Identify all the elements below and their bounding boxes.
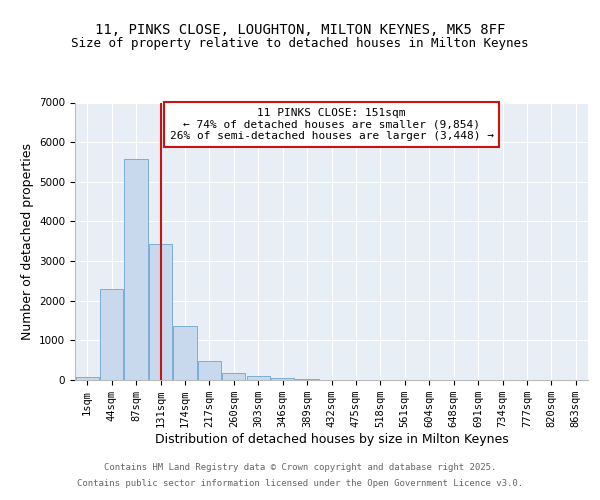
Text: Contains HM Land Registry data © Crown copyright and database right 2025.: Contains HM Land Registry data © Crown c… [104, 464, 496, 472]
Bar [247, 376, 270, 380]
Y-axis label: Number of detached properties: Number of detached properties [20, 143, 34, 340]
Text: 11, PINKS CLOSE, LOUGHTON, MILTON KEYNES, MK5 8FF: 11, PINKS CLOSE, LOUGHTON, MILTON KEYNES… [95, 22, 505, 36]
Bar [100, 289, 123, 380]
Bar [271, 378, 294, 380]
Bar [173, 326, 197, 380]
Bar [149, 244, 172, 380]
Bar [124, 159, 148, 380]
Text: Size of property relative to detached houses in Milton Keynes: Size of property relative to detached ho… [71, 38, 529, 51]
Bar [222, 374, 245, 380]
X-axis label: Distribution of detached houses by size in Milton Keynes: Distribution of detached houses by size … [155, 433, 508, 446]
Bar [295, 379, 319, 380]
Bar [76, 377, 99, 380]
Bar [198, 361, 221, 380]
Text: Contains public sector information licensed under the Open Government Licence v3: Contains public sector information licen… [77, 478, 523, 488]
Text: 11 PINKS CLOSE: 151sqm
← 74% of detached houses are smaller (9,854)
26% of semi-: 11 PINKS CLOSE: 151sqm ← 74% of detached… [170, 108, 493, 141]
